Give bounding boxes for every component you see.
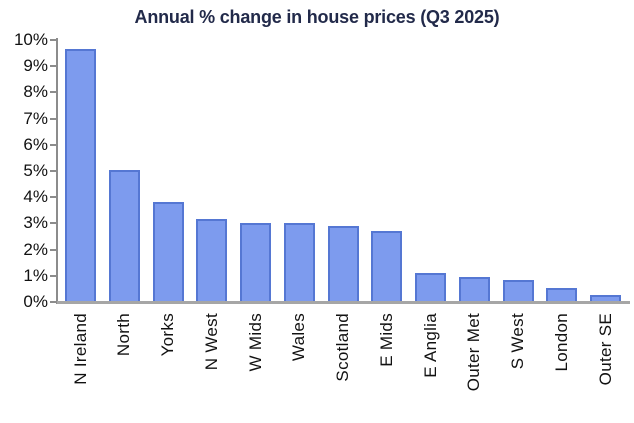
x-label-n-ireland: N Ireland	[70, 313, 90, 385]
bar-e-anglia	[415, 273, 446, 302]
bar-outer-se	[590, 295, 621, 302]
y-tick-label: 7%	[23, 108, 48, 128]
bar-wales	[283, 223, 315, 302]
y-tick-label: 8%	[23, 82, 48, 102]
y-tick-label: 1%	[23, 265, 48, 285]
bar-yorks	[152, 202, 184, 302]
y-tick-mark	[50, 143, 57, 146]
x-label-n-west: N West	[201, 313, 221, 371]
y-tick-label: 5%	[23, 161, 48, 180]
y-tick-mark	[50, 274, 57, 277]
y-tick-mark	[50, 117, 57, 120]
x-label-s-west: S West	[508, 313, 527, 370]
chart-title: Annual % change in house prices (Q3 2025…	[134, 7, 500, 27]
x-label-north: North	[114, 313, 134, 357]
plot-area: 0% 1% 2% 3% 4% 5% 6% 7% 8% 9% 10% N Ireland North Yo…	[13, 30, 630, 391]
bar-e-mids	[371, 231, 403, 302]
x-label-london: London	[551, 313, 571, 372]
bar-outer-met	[458, 277, 490, 302]
bar-n-ireland	[65, 49, 96, 302]
y-tick-label: 4%	[23, 187, 48, 207]
bar-s-west	[502, 279, 534, 302]
x-label-outer-met: Outer Met	[464, 313, 484, 392]
y-tick-mark	[50, 65, 57, 68]
y-tick-mark	[50, 91, 57, 94]
x-label-e-anglia: E Anglia	[420, 313, 440, 378]
y-tick-mark	[50, 222, 57, 225]
house-price-bar-chart: Annual % change in house prices (Q3 2025…	[13, 7, 630, 392]
y-axis-line	[56, 38, 58, 304]
y-tick-mark	[50, 39, 57, 41]
x-label-scotland: Scotland	[333, 313, 352, 382]
x-label-e-mids: E Mids	[376, 313, 396, 367]
y-tick-mark	[50, 301, 57, 303]
bar-north	[108, 169, 140, 302]
x-label-w-mids: W Mids	[245, 313, 265, 372]
y-tick-label: 3%	[23, 213, 48, 233]
x-axis-baseline	[57, 301, 630, 304]
bar-n-west	[196, 219, 228, 302]
bar-w-mids	[240, 223, 271, 302]
x-label-yorks: Yorks	[158, 313, 177, 357]
y-tick-mark	[50, 170, 57, 172]
y-tick-label: 2%	[23, 239, 48, 259]
y-tick-mark	[50, 248, 57, 251]
y-tick-label: 0%	[23, 292, 48, 311]
y-tick-mark	[50, 196, 57, 199]
bar-london	[546, 287, 578, 302]
bar-scotland	[327, 226, 359, 302]
y-tick-label: 9%	[23, 56, 48, 76]
y-tick-label: 6%	[23, 134, 48, 154]
x-label-wales: Wales	[289, 313, 309, 362]
x-label-outer-se: Outer SE	[595, 313, 615, 386]
y-tick-label: 10%	[13, 30, 48, 49]
